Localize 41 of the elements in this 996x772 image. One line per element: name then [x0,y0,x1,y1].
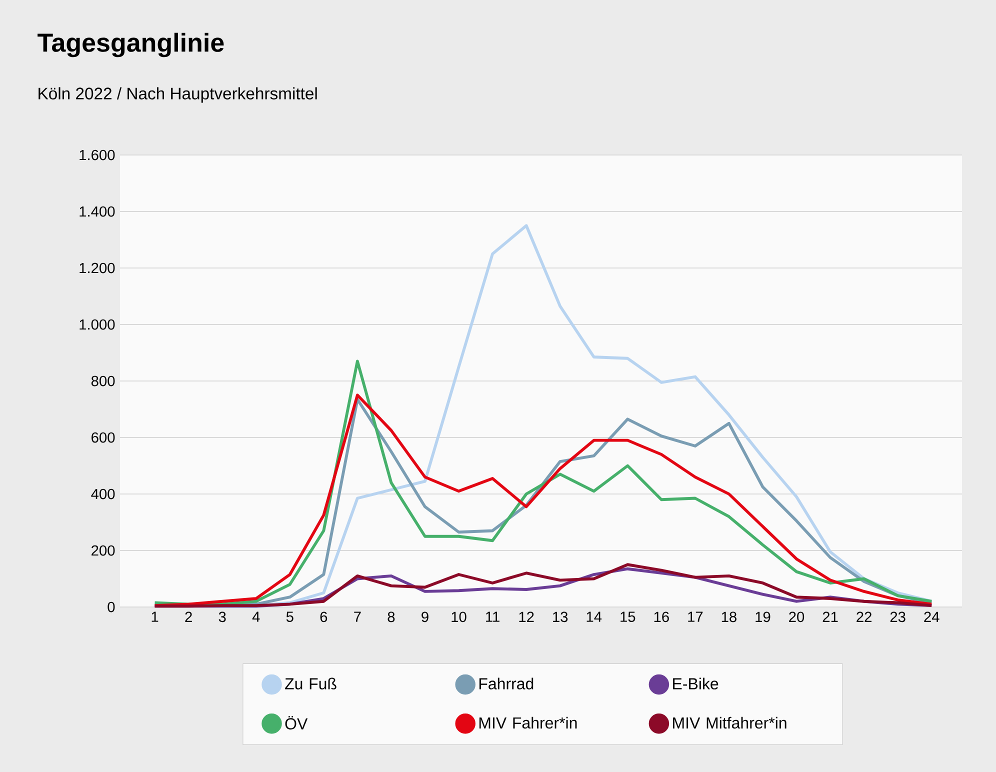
x-tick-label: 8 [388,612,395,622]
x-tick-label: 13 [553,612,568,622]
legend-label: Zu Fuß [285,678,336,690]
x-tick-label: 5 [286,612,294,622]
x-tick-label: 23 [890,612,906,622]
y-tick-label: 1.200 [80,262,115,274]
legend-label: Fahrrad [479,678,534,690]
y-tick-label: 800 [91,376,115,386]
x-tick-label: 3 [218,612,226,622]
x-tick-label: 7 [354,612,361,622]
x-tick-label: 9 [422,612,428,622]
x-tick-label: 18 [722,612,736,622]
x-tick-label: 1 [152,612,158,622]
x-tick-label: 24 [924,612,940,622]
legend-label: MIV Fahrer*in [479,716,577,729]
legend-label: ÖV [285,716,308,730]
x-tick-label: 22 [856,612,872,622]
x-tick-label: 14 [586,612,602,622]
x-tick-label: 6 [320,612,328,622]
y-tick-label: 1.000 [80,319,115,330]
x-tick-label: 2 [185,612,192,622]
x-tick-label: 10 [452,612,466,622]
y-tick-label: 200 [92,545,115,556]
x-tick-label: 4 [252,612,260,622]
y-tick-label: 1.400 [80,206,115,217]
legend-label: MIV Mitfahrer*in [673,716,786,729]
y-tick-label: 0 [108,602,115,612]
chart-title: Tagesganglinie [38,32,224,58]
x-tick-label: 16 [654,612,669,622]
x-tick-label: 11 [486,612,500,622]
y-tick-label: 400 [91,488,115,500]
x-tick-label: 21 [822,612,838,622]
x-tick-label: 15 [620,612,636,622]
x-tick-label: 17 [688,612,703,622]
x-tick-label: 19 [756,612,770,622]
y-tick-label: 1.600 [80,150,115,160]
y-tick-label: 600 [92,432,115,443]
x-tick-label: 12 [519,612,534,622]
x-tick-label: 20 [789,612,804,622]
legend-label: E-Bike [673,678,718,690]
chart-subtitle: Köln 2022 / Nach Hauptverkehrsmittel [38,87,317,103]
